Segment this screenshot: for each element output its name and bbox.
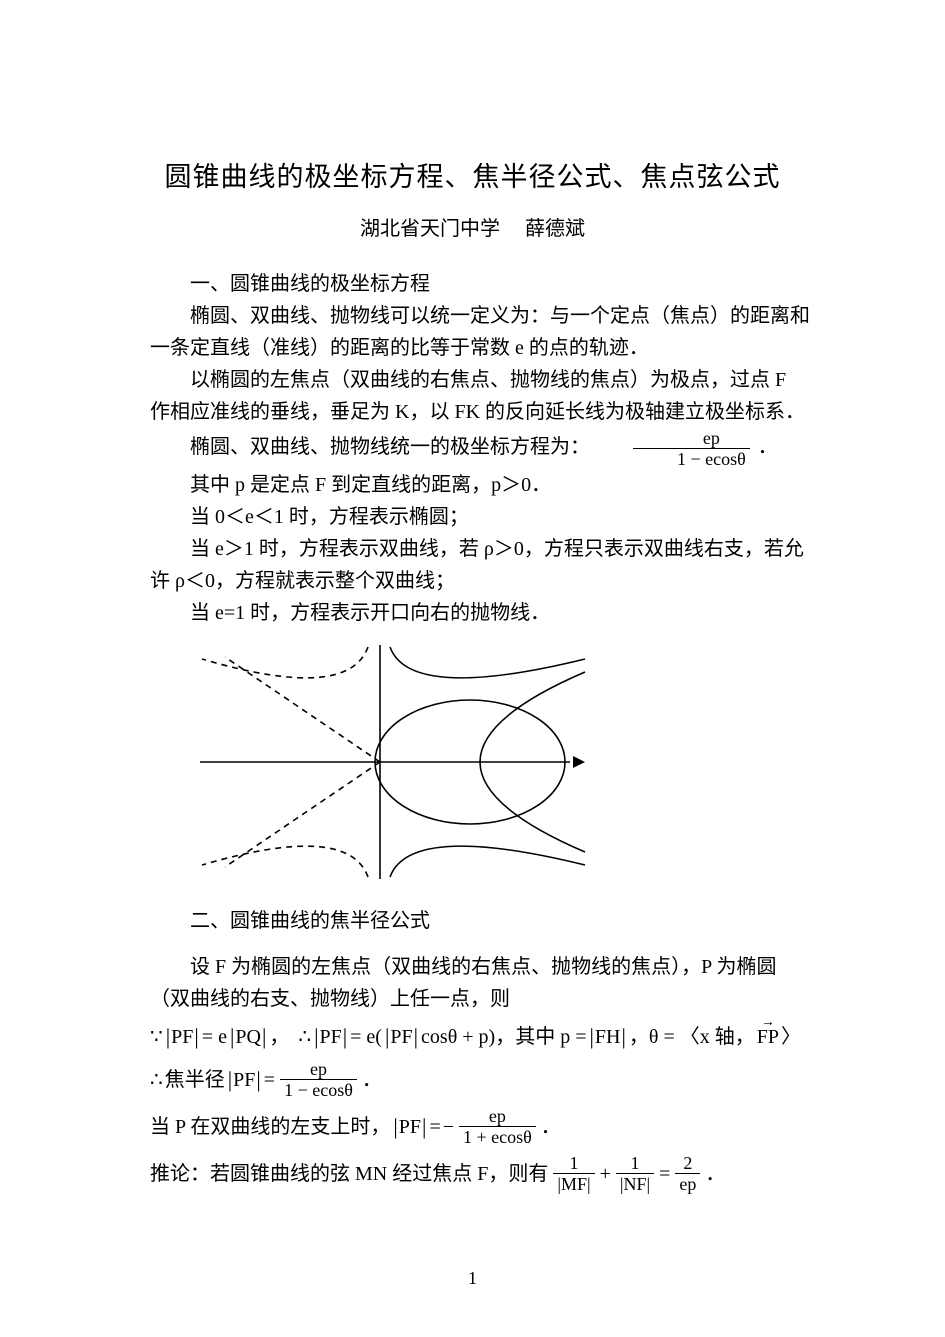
frac-den: |MF| <box>553 1174 594 1194</box>
cos-text: cosθ + p)，其中 p = <box>421 1021 586 1053</box>
math-line-4: 推论：若圆锥曲线的弦 MN 经过焦点 F，则有 1 |MF| + 1 |NF| … <box>150 1153 810 1194</box>
page-title: 圆锥曲线的极坐标方程、焦半径公式、焦点弦公式 <box>0 155 945 194</box>
frac-1-nf: 1 |NF| <box>616 1153 654 1194</box>
author-school: 湖北省天门中学 <box>360 218 500 240</box>
page-number: 1 <box>0 1268 945 1289</box>
left-branch-fraction: ep 1 + ecosθ <box>459 1106 536 1147</box>
fh-text: FH <box>595 1021 621 1053</box>
minus-sign: − <box>443 1111 454 1143</box>
because-symbol: ∵ <box>150 1021 163 1053</box>
para-3-text: 椭圆、双曲线、抛物线统一的极坐标方程为： <box>190 436 590 458</box>
vector-fp: FP <box>757 1021 779 1053</box>
conic-svg <box>190 637 590 887</box>
abs-fh: FH <box>589 1021 627 1053</box>
abs-pf-2: PF <box>313 1021 348 1053</box>
frac-1-mf: 1 |MF| <box>553 1153 594 1194</box>
eq-text: = <box>429 1111 440 1143</box>
eq-text: = <box>659 1158 670 1190</box>
corollary-text: 推论：若圆锥曲线的弦 MN 经过焦点 F，则有 <box>150 1158 548 1190</box>
frac-den: ep <box>675 1174 700 1194</box>
frac-num: ep <box>633 428 750 449</box>
eq-text: = <box>264 1064 275 1096</box>
period: ． <box>362 1064 382 1096</box>
body-text: 一、圆锥曲线的极坐标方程 椭圆、双曲线、抛物线可以统一定义为：与一个定点（焦点）… <box>150 268 810 1200</box>
author-name: 薛德斌 <box>525 218 585 240</box>
math-line-1: ∵ PF = e PQ ， ∴ PF = e( PF cosθ + p)，其中 … <box>150 1021 810 1053</box>
therefore-symbol: ∴ <box>150 1064 163 1096</box>
para-7: 当 e=1 时，方程表示开口向右的抛物线． <box>150 597 810 629</box>
frac-den: 1 − ecosθ <box>633 449 750 469</box>
para-6-text: 当 e＞1 时，方程表示双曲线，若 ρ＞0，方程只表示双曲线右支，若允许 ρ＜0… <box>150 533 810 597</box>
focal-radius-label: 焦半径 <box>165 1064 225 1096</box>
eq-text: = e( <box>350 1021 382 1053</box>
eq-text: = e <box>202 1021 227 1053</box>
angle-text: ，θ = 〈x 轴， <box>629 1021 755 1053</box>
pf-text: PF <box>390 1021 412 1053</box>
frac-num: 1 <box>553 1153 594 1174</box>
therefore-symbol: ∴ <box>298 1021 311 1053</box>
para-4: 其中 p 是定点 F 到定直线的距离，p＞0． <box>150 469 810 501</box>
frac-den: 1 − ecosθ <box>280 1080 357 1100</box>
pf-text: PF <box>233 1064 255 1096</box>
frac-num: ep <box>280 1059 357 1080</box>
conic-figure <box>190 637 810 897</box>
pf-text: PF <box>399 1111 421 1143</box>
frac-num: 1 <box>616 1153 654 1174</box>
period: ． <box>541 1111 561 1143</box>
section-1-heading: 一、圆锥曲线的极坐标方程 <box>150 268 810 300</box>
para-2: 以椭圆的左焦点（双曲线的右焦点、抛物线的焦点）为极点，过点 F 作相应准线的垂线… <box>150 364 810 428</box>
abs-pf: PF <box>227 1064 262 1096</box>
frac-den: |NF| <box>616 1174 654 1194</box>
para-6: 当 e＞1 时，方程表示双曲线，若 ρ＞0，方程只表示双曲线右支，若允许 ρ＜0… <box>150 533 810 597</box>
para-3: 椭圆、双曲线、抛物线统一的极坐标方程为： ρ = ep 1 − ecosθ ． <box>150 428 810 469</box>
frac-den: 1 + ecosθ <box>459 1127 536 1147</box>
abs-pq: PQ <box>229 1021 267 1053</box>
frac-2-ep: 2 ep <box>675 1153 700 1194</box>
section-2-heading: 二、圆锥曲线的焦半径公式 <box>150 905 810 937</box>
document-page: 圆锥曲线的极坐标方程、焦半径公式、焦点弦公式 湖北省天门中学 薛德斌 一、圆锥曲… <box>0 0 945 1337</box>
para-8: 设 F 为椭圆的左焦点（双曲线的右焦点、抛物线的焦点），P 为椭圆（双曲线的右支… <box>150 951 810 1015</box>
pq-text: PQ <box>235 1021 261 1053</box>
left-branch-text: 当 P 在双曲线的左支上时， <box>150 1111 390 1143</box>
para-1: 椭圆、双曲线、抛物线可以统一定义为：与一个定点（焦点）的距离和一条定直线（准线）… <box>150 300 810 364</box>
frac-num: ep <box>459 1106 536 1127</box>
math-line-3: 当 P 在双曲线的左支上时， PF = − ep 1 + ecosθ ． <box>150 1106 810 1147</box>
comma: ， <box>269 1021 289 1053</box>
frac-num: 2 <box>675 1153 700 1174</box>
pf-text: PF <box>319 1021 341 1053</box>
para-5: 当 0＜e＜1 时，方程表示椭圆； <box>150 501 810 533</box>
author-line: 湖北省天门中学 薛德斌 <box>0 212 945 241</box>
angle-close: 〉 <box>781 1021 801 1053</box>
fp-text: FP <box>757 1026 779 1048</box>
abs-pf-3: PF <box>384 1021 419 1053</box>
abs-pf: PF <box>392 1111 427 1143</box>
plus-sign: + <box>600 1158 611 1190</box>
abs-pf-1: PF <box>165 1021 200 1053</box>
polar-equation-fraction: ep 1 − ecosθ <box>633 428 750 469</box>
period: ． <box>705 1158 725 1190</box>
math-line-2: ∴ 焦半径 PF = ep 1 − ecosθ ． <box>150 1059 810 1100</box>
pf-text: PF <box>171 1021 193 1053</box>
period: ． <box>758 436 778 458</box>
focal-radius-fraction: ep 1 − ecosθ <box>280 1059 357 1100</box>
